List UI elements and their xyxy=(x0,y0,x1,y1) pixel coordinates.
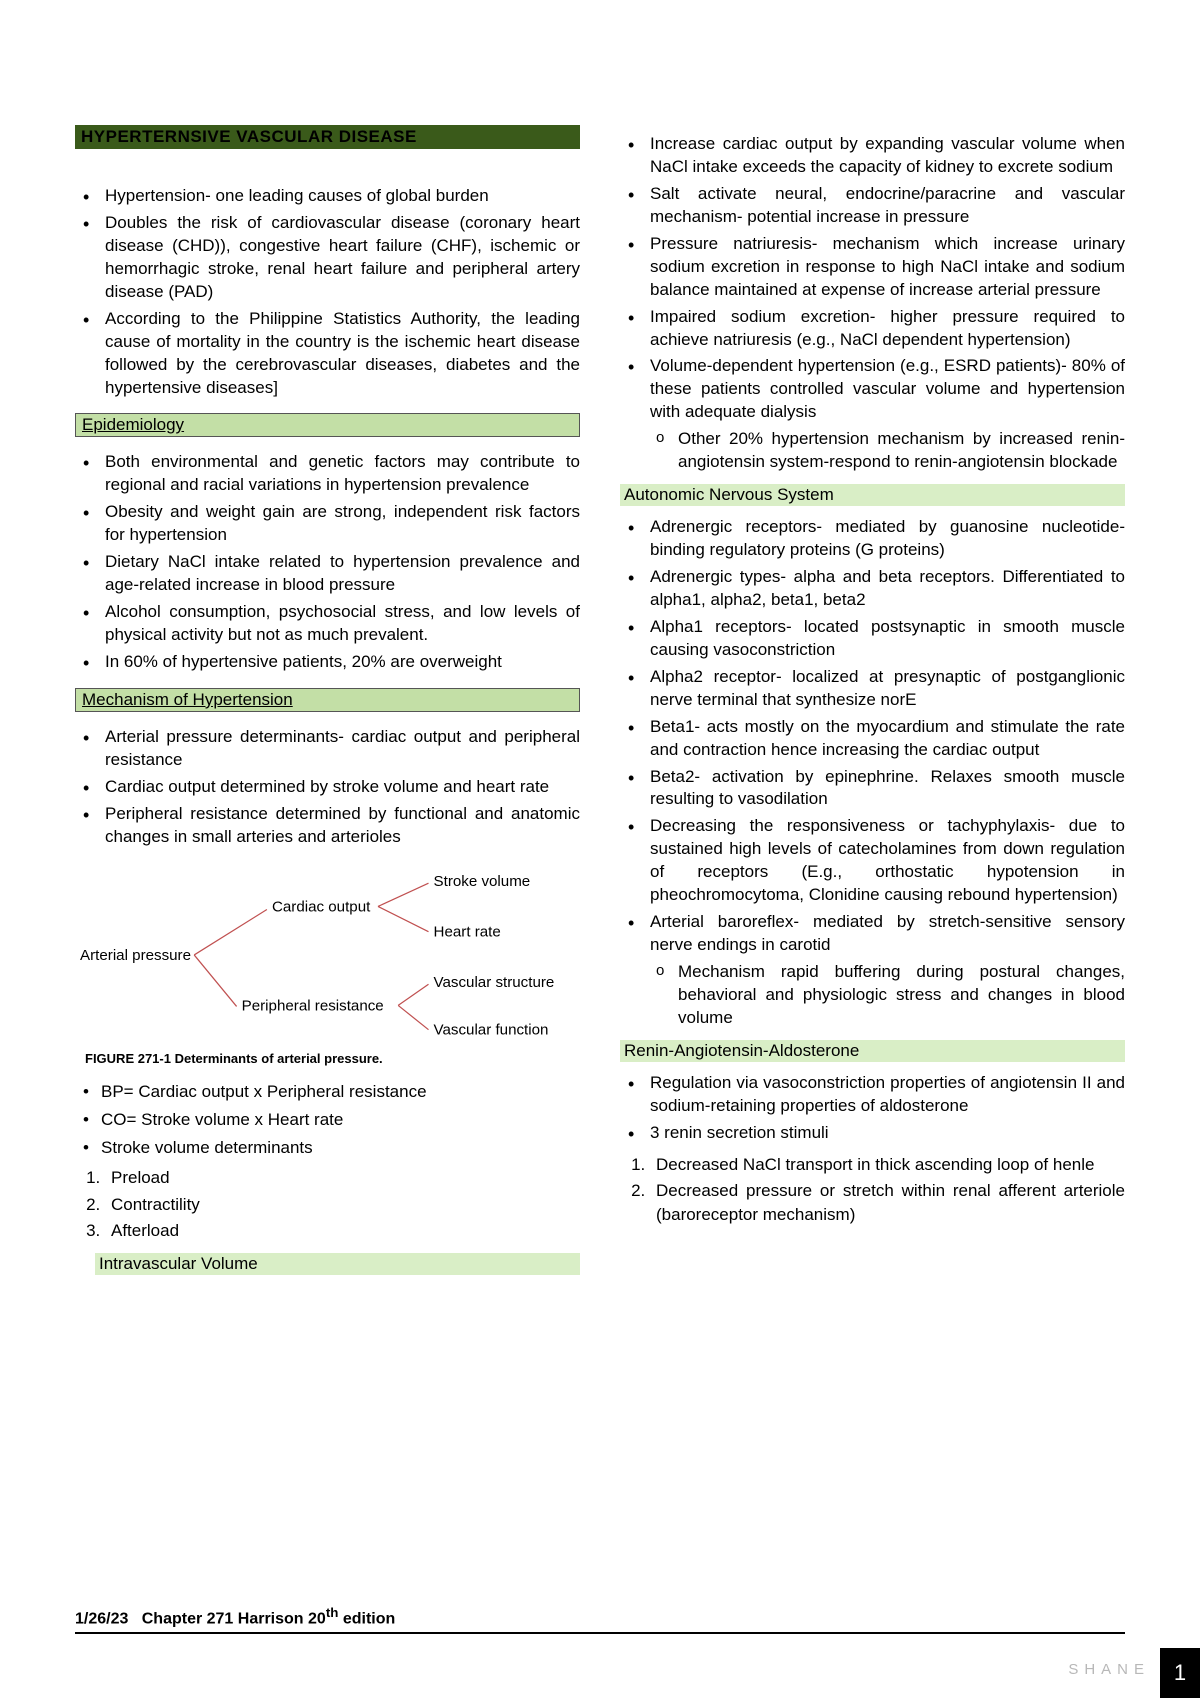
list-item: BP= Cardiac output x Peripheral resistan… xyxy=(87,1080,580,1104)
list-item: Both environmental and genetic factors m… xyxy=(105,451,580,497)
list-item: Increase cardiac output by expanding vas… xyxy=(650,133,1125,179)
ans-list: Adrenergic receptors- mediated by guanos… xyxy=(620,516,1125,1030)
diagram-b1a: Stroke volume xyxy=(434,873,531,890)
list-item: Stroke volume determinants xyxy=(87,1136,580,1160)
subsection-raa: Renin-Angiotensin-Aldosterone xyxy=(620,1040,1125,1062)
list-item: Decreased NaCl transport in thick ascend… xyxy=(650,1153,1125,1177)
diagram-b2: Peripheral resistance xyxy=(242,997,384,1014)
subsection-ans: Autonomic Nervous System xyxy=(620,484,1125,506)
list-item: Peripheral resistance determined by func… xyxy=(105,803,580,849)
list-item: Mechanism rapid buffering during postura… xyxy=(678,961,1125,1030)
diagram-b1b: Heart rate xyxy=(434,923,501,940)
list-item: Hypertension- one leading causes of glob… xyxy=(105,185,580,208)
list-item: Regulation via vasoconstriction properti… xyxy=(650,1072,1125,1118)
list-item: Cardiac output determined by stroke volu… xyxy=(105,776,580,799)
list-item: 3 renin secretion stimuli xyxy=(650,1122,1125,1145)
list-item: Doubles the risk of cardiovascular disea… xyxy=(105,212,580,304)
list-text: Arterial baroreflex- mediated by stretch… xyxy=(650,912,1125,954)
subsection-intravascular: Intravascular Volume xyxy=(95,1253,580,1275)
page-number: 1 xyxy=(1160,1648,1200,1698)
list-item: Salt activate neural, endocrine/paracrin… xyxy=(650,183,1125,229)
list-item: Volume-dependent hypertension (e.g., ESR… xyxy=(650,355,1125,474)
diagram-b1: Cardiac output xyxy=(272,898,371,915)
footer-chapter: Chapter 271 Harrison 20 xyxy=(142,1610,326,1627)
intro-list: Hypertension- one leading causes of glob… xyxy=(75,185,580,399)
diagram-root: Arterial pressure xyxy=(80,947,191,964)
list-item: Contractility xyxy=(105,1193,580,1217)
mechanism-list: Arterial pressure determinants- cardiac … xyxy=(75,726,580,849)
list-item: Alpha2 receptor- localized at presynapti… xyxy=(650,666,1125,712)
list-item: Dietary NaCl intake related to hypertens… xyxy=(105,551,580,597)
section-mechanism: Mechanism of Hypertension xyxy=(75,688,580,712)
list-item: Preload xyxy=(105,1166,580,1190)
stroke-volume-determinants: Preload Contractility Afterload xyxy=(75,1166,580,1243)
footer-line: 1/26/23 Chapter 271 Harrison 20th editio… xyxy=(75,1605,395,1628)
list-item: Decreased pressure or stretch within ren… xyxy=(650,1179,1125,1227)
page-content: HYPERTERNSIVE VASCULAR DISEASE Hypertens… xyxy=(0,0,1200,1345)
right-column: Increase cardiac output by expanding vas… xyxy=(620,125,1125,1285)
list-item: Adrenergic types- alpha and beta recepto… xyxy=(650,566,1125,612)
list-item: CO= Stroke volume x Heart rate xyxy=(87,1108,580,1132)
list-text: Volume-dependent hypertension (e.g., ESR… xyxy=(650,356,1125,421)
formula-list: BP= Cardiac output x Peripheral resistan… xyxy=(75,1080,580,1159)
footer-date: 1/26/23 xyxy=(75,1610,128,1627)
list-item: In 60% of hypertensive patients, 20% are… xyxy=(105,651,580,674)
list-item: Alpha1 receptors- located postsynaptic i… xyxy=(650,616,1125,662)
document-title: HYPERTERNSIVE VASCULAR DISEASE xyxy=(75,125,580,149)
footer-author: SHANE xyxy=(1068,1661,1150,1678)
intravascular-list: Increase cardiac output by expanding vas… xyxy=(620,133,1125,474)
figure-caption: FIGURE 271-1 Determinants of arterial pr… xyxy=(85,1051,580,1066)
footer-rule xyxy=(75,1632,1125,1638)
sub-list: Mechanism rapid buffering during postura… xyxy=(650,961,1125,1030)
sub-list: Other 20% hypertension mechanism by incr… xyxy=(650,428,1125,474)
epidemiology-list: Both environmental and genetic factors m… xyxy=(75,451,580,673)
list-item: Alcohol consumption, psychosocial stress… xyxy=(105,601,580,647)
list-item: Other 20% hypertension mechanism by incr… xyxy=(678,428,1125,474)
footer-edition: edition xyxy=(338,1610,395,1627)
left-column: HYPERTERNSIVE VASCULAR DISEASE Hypertens… xyxy=(75,125,580,1285)
list-item: Beta2- activation by epinephrine. Relaxe… xyxy=(650,766,1125,812)
figure-diagram: Arterial pressure Cardiac output Stroke … xyxy=(75,861,580,1048)
raa-list: Regulation via vasoconstriction properti… xyxy=(620,1072,1125,1145)
list-item: Impaired sodium excretion- higher pressu… xyxy=(650,306,1125,352)
list-item: Arterial baroreflex- mediated by stretch… xyxy=(650,911,1125,1030)
list-item: Adrenergic receptors- mediated by guanos… xyxy=(650,516,1125,562)
list-item: Obesity and weight gain are strong, inde… xyxy=(105,501,580,547)
diagram-b2b: Vascular function xyxy=(434,1021,549,1038)
footer-suffix: th xyxy=(326,1605,339,1620)
list-item: Pressure natriuresis- mechanism which in… xyxy=(650,233,1125,302)
list-item: Afterload xyxy=(105,1219,580,1243)
raa-numbered: Decreased NaCl transport in thick ascend… xyxy=(620,1153,1125,1227)
list-item: Beta1- acts mostly on the myocardium and… xyxy=(650,716,1125,762)
section-epidemiology: Epidemiology xyxy=(75,413,580,437)
list-item: Decreasing the responsiveness or tachyph… xyxy=(650,815,1125,907)
list-item: Arterial pressure determinants- cardiac … xyxy=(105,726,580,772)
diagram-b2a: Vascular structure xyxy=(434,974,555,991)
list-item: According to the Philippine Statistics A… xyxy=(105,308,580,400)
